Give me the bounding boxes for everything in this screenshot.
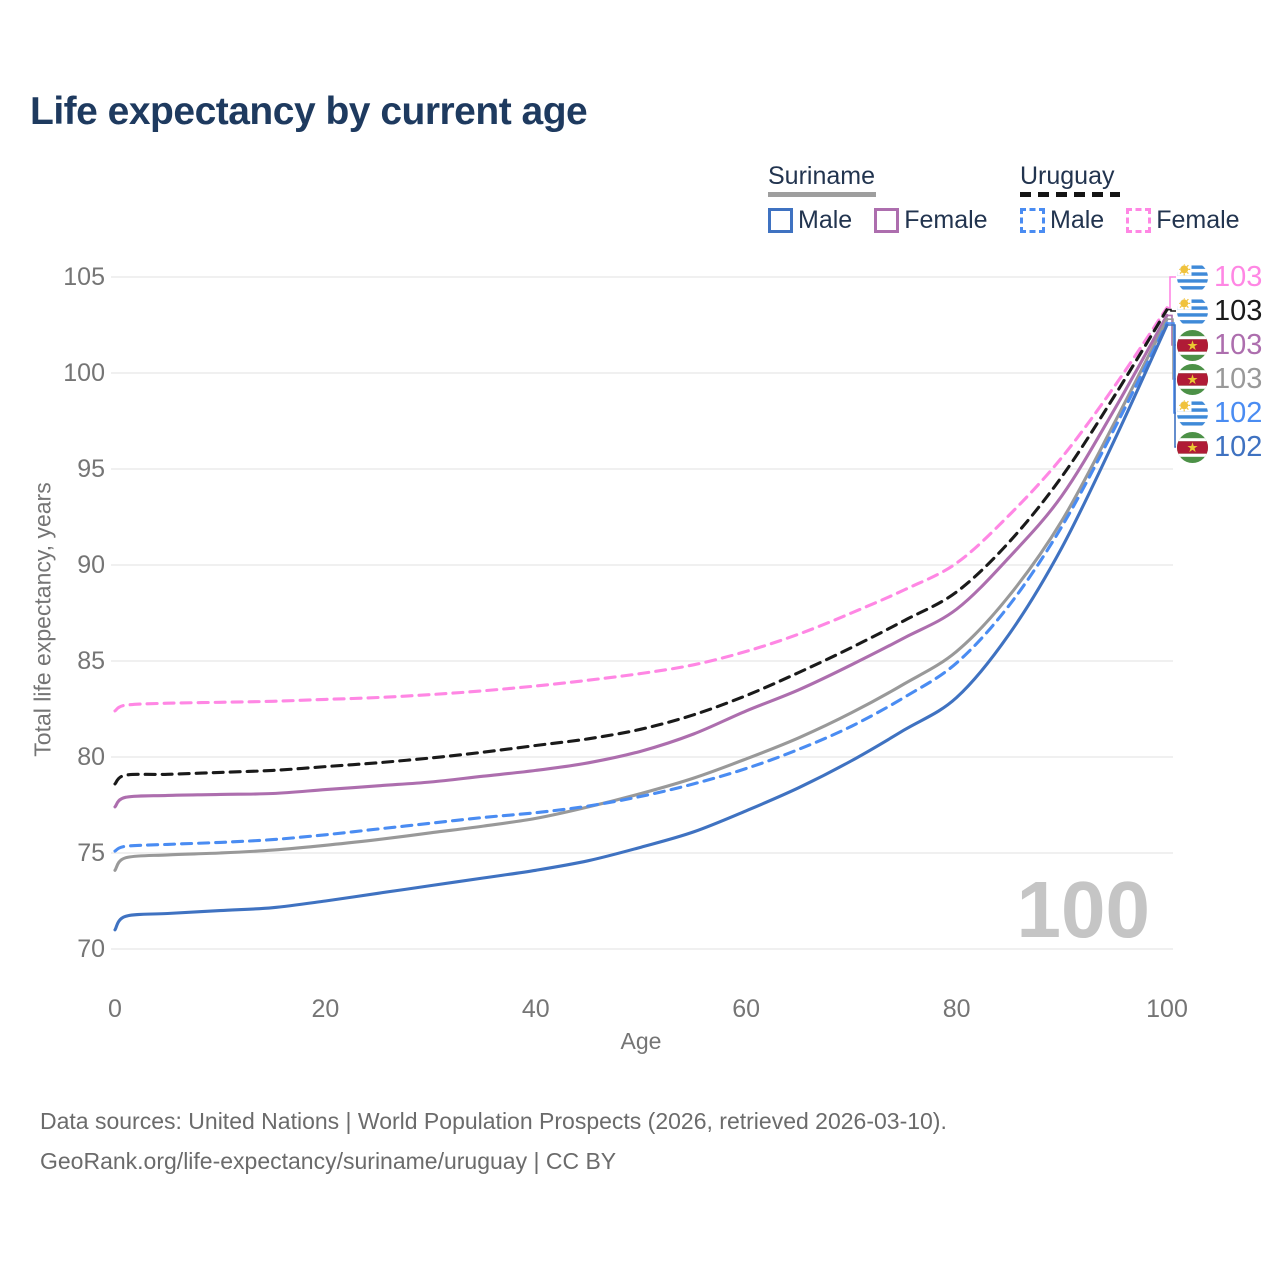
y-tick-label: 75 [77,839,105,867]
suriname-male-swatch[interactable] [768,208,793,233]
y-tick-label: 100 [63,359,105,387]
x-tick-label: 20 [311,995,340,1023]
suriname-flag-icon [1177,330,1208,361]
end-label-uruguay-female: 103 [1177,261,1262,293]
end-label-suriname-male: 102 [1177,431,1262,463]
legend-header-suriname[interactable]: Suriname [768,162,875,190]
legend-label-suriname-male: Male [798,206,853,234]
end-label-uruguay-total: 103 [1177,295,1262,327]
x-tick-label: 80 [942,995,971,1023]
legend-item-uruguay-female[interactable]: Female [1126,206,1240,235]
legend-label-suriname-female: Female [904,206,988,234]
end-label-connector [1167,324,1176,448]
end-value: 102 [1214,430,1263,463]
end-value: 103 [1214,294,1263,327]
legend-item-suriname-female[interactable]: Female [874,206,988,235]
uruguay-female-swatch[interactable] [1126,208,1152,233]
legend-item-suriname-male[interactable]: Male [768,206,852,235]
page-title: Life expectancy by current age [30,90,588,133]
series-line-suriname-female[interactable] [113,313,1169,809]
suriname-flag-icon [1177,432,1208,463]
end-value: 102 [1214,396,1263,429]
y-tick-label: 80 [77,743,105,771]
series-line-suriname-total[interactable] [113,317,1169,872]
legend-header-uruguay[interactable]: Uruguay [1020,162,1115,190]
x-tick-label: 100 [1146,995,1188,1023]
end-label-uruguay-male: 102 [1177,397,1262,429]
suriname-total-line-swatch[interactable] [768,192,876,197]
x-axis-title: Age [620,1028,662,1054]
suriname-flag-icon [1177,364,1208,395]
y-tick-label: 85 [77,647,105,675]
legend-label-uruguay-male: Male [1050,206,1105,234]
legend-item-uruguay-male[interactable]: Male [1020,206,1104,235]
age-watermark: 100 [1016,865,1150,954]
uruguay-flag-icon [1177,262,1208,293]
end-label-suriname-total: 103 [1177,363,1262,395]
series-line-uruguay-total[interactable] [113,308,1169,786]
x-tick-label: 60 [732,995,761,1023]
end-value: 103 [1214,362,1263,395]
end-label-suriname-female: 103 [1177,329,1262,361]
end-value: 103 [1214,328,1263,361]
suriname-female-swatch[interactable] [874,208,900,233]
end-label-connector [1167,308,1176,312]
uruguay-flag-icon [1177,398,1208,429]
y-axis-title: Total life expectancy, years [29,482,56,757]
legend-group-suriname: Suriname Male Female [768,162,1010,235]
legend-label-uruguay-female: Female [1156,206,1240,234]
series-line-uruguay-male[interactable] [113,321,1169,853]
uruguay-male-swatch[interactable] [1020,208,1045,233]
y-tick-label: 70 [77,935,105,963]
y-tick-label: 105 [63,263,105,291]
y-tick-label: 95 [77,455,105,483]
footer-attribution[interactable]: GeoRank.org/life-expectancy/suriname/uru… [40,1148,617,1174]
legend-group-uruguay: Uruguay Male Female [1020,162,1262,235]
y-tick-label: 90 [77,551,105,579]
uruguay-total-line-swatch[interactable] [1020,192,1120,197]
series-line-suriname-male[interactable] [113,323,1169,932]
series-line-uruguay-female[interactable] [113,306,1169,713]
end-label-connector [1167,276,1176,309]
end-value: 103 [1214,260,1263,293]
footer-data-sources: Data sources: United Nations | World Pop… [40,1108,947,1134]
x-tick-label: 40 [521,995,550,1023]
uruguay-flag-icon [1177,296,1208,327]
x-tick-label: 0 [108,995,122,1023]
